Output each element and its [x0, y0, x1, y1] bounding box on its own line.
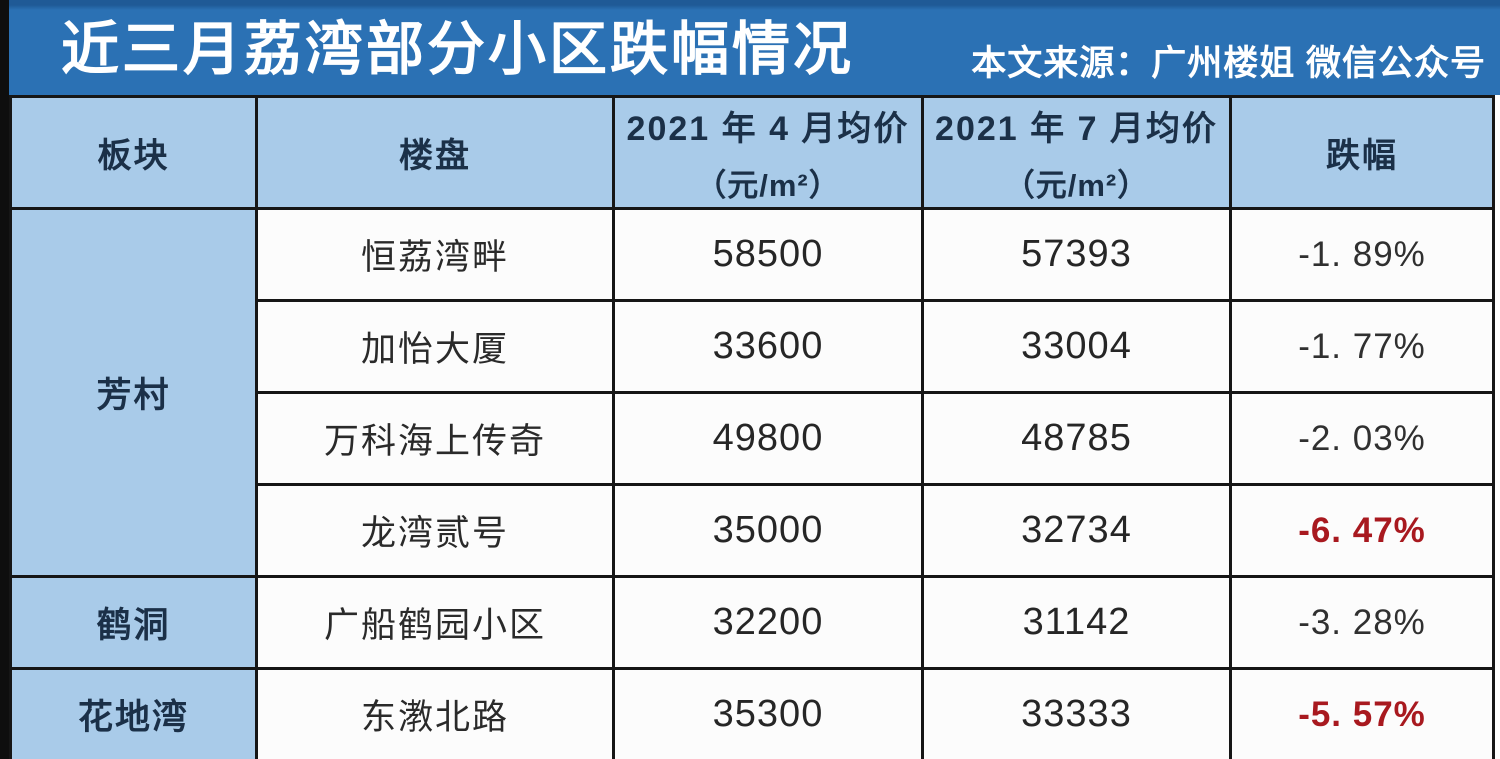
- price-july-cell: 48785: [921, 391, 1232, 486]
- estate-cell: 龙湾贰号: [255, 483, 615, 578]
- table-row: 鹤洞 广船鹤园小区 32200 31142 -3. 28%: [9, 575, 1495, 670]
- drop-cell: -1. 89%: [1229, 207, 1495, 302]
- estate-cell: 万科海上传奇: [255, 391, 615, 486]
- price-july-cell: 32734: [921, 483, 1232, 578]
- price-drop-table: 板块 楼盘 2021 年 4 月均价 （元/m²） 2021 年 7 月均价 （…: [9, 95, 1495, 759]
- price-april-cell: 35300: [612, 667, 924, 759]
- estate-cell: 加怡大厦: [255, 299, 615, 394]
- header-block: 板块: [9, 95, 258, 210]
- page-title: 近三月荔湾部分小区跌幅情况: [61, 16, 855, 82]
- block-cell-hedong: 鹤洞: [9, 575, 258, 670]
- table-row: 龙湾贰号 35000 32734 -6. 47%: [11, 483, 1495, 578]
- estate-cell: 东漖北路: [255, 667, 615, 759]
- estate-cell: 广船鹤园小区: [255, 575, 615, 670]
- price-april-cell: 49800: [612, 391, 924, 486]
- price-july-cell: 33004: [921, 299, 1232, 394]
- price-april-cell: 32200: [612, 575, 924, 670]
- price-july-cell: 33333: [921, 667, 1232, 759]
- table-row: 花地湾 东漖北路 35300 33333 -5. 57%: [9, 667, 1495, 759]
- estate-cell: 恒荔湾畔: [255, 207, 615, 302]
- header-estate: 楼盘: [255, 95, 615, 210]
- source-attribution: 本文来源：广州楼姐 微信公众号: [971, 44, 1486, 83]
- drop-cell: -2. 03%: [1229, 391, 1495, 486]
- price-april-cell: 35000: [612, 483, 924, 578]
- table-row: 加怡大厦 33600 33004 -1. 77%: [11, 299, 1495, 394]
- title-banner: 近三月荔湾部分小区跌幅情况 本文来源：广州楼姐 微信公众号: [9, 0, 1500, 95]
- price-april-cell: 33600: [612, 299, 924, 394]
- header-price-july-line1: 2021 年 7 月均价: [935, 109, 1218, 148]
- drop-cell-highlighted: -6. 47%: [1229, 483, 1495, 578]
- drop-cell: -1. 77%: [1229, 299, 1495, 394]
- table-row: 芳村 恒荔湾畔 58500 57393 -1. 89%: [9, 207, 1495, 578]
- price-july-cell: 57393: [921, 207, 1232, 302]
- header-price-july: 2021 年 7 月均价 （元/m²）: [921, 95, 1232, 210]
- header-price-april-line1: 2021 年 4 月均价: [626, 109, 910, 148]
- header-drop: 跌幅: [1229, 95, 1495, 210]
- block-cell-huadiwan: 花地湾: [9, 667, 258, 759]
- table-row: 万科海上传奇 49800 48785 -2. 03%: [11, 391, 1495, 486]
- price-july-cell: 31142: [921, 575, 1232, 670]
- drop-cell-highlighted: -5. 57%: [1229, 667, 1495, 759]
- header-price-april: 2021 年 4 月均价 （元/m²）: [612, 95, 924, 210]
- drop-cell: -3. 28%: [1229, 575, 1495, 670]
- table-header-row: 板块 楼盘 2021 年 4 月均价 （元/m²） 2021 年 7 月均价 （…: [9, 95, 1495, 210]
- header-price-april-unit: （元/m²）: [695, 167, 841, 203]
- block-cell-fangcun: 芳村: [9, 207, 258, 578]
- header-price-july-unit: （元/m²）: [1003, 167, 1150, 203]
- price-april-cell: 58500: [612, 207, 924, 302]
